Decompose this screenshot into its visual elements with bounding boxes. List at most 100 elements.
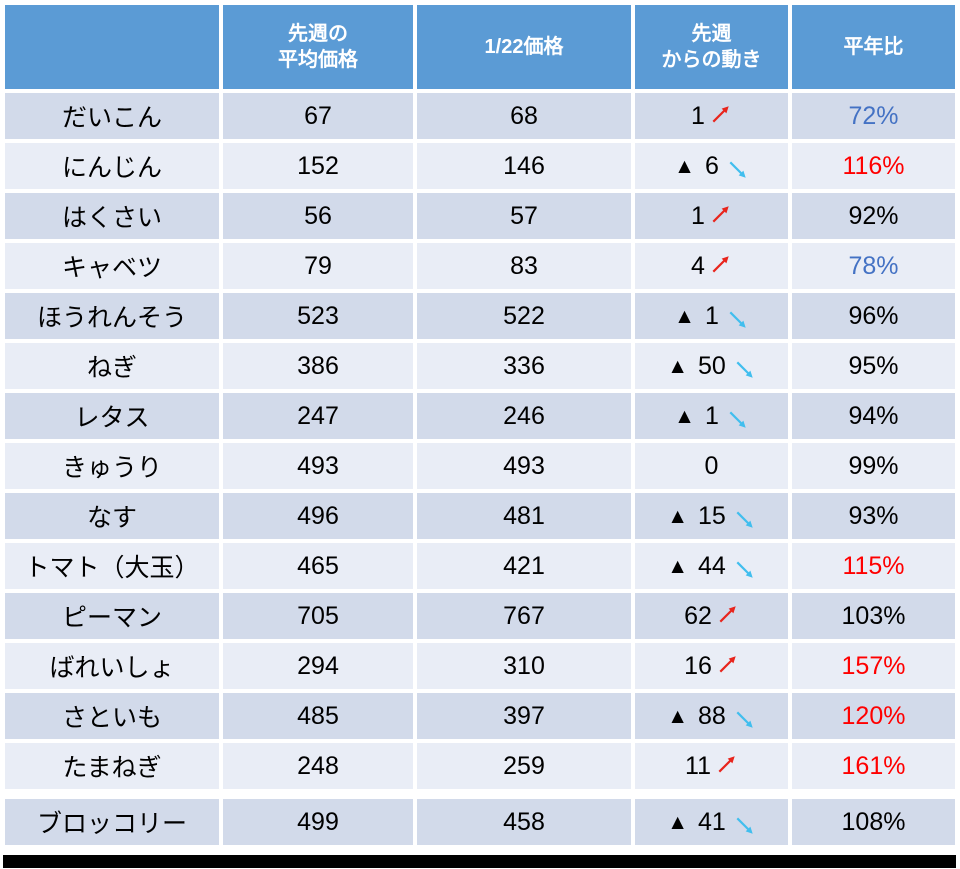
table-row: ブロッコリー 499 458 ▲ 41 108% (5, 799, 955, 845)
header-ratio-vs-normal-year: 平年比 (792, 5, 955, 89)
triangle-decrease-marker: ▲ (667, 555, 688, 578)
ratio-vs-normal-value: 103% (792, 593, 955, 639)
last-week-avg-price: 79 (223, 243, 413, 289)
table-body: だいこん 67 68 1 72% にんじん 152 146 ▲ (5, 93, 955, 845)
movement-inner: ▲ 1 (674, 302, 749, 331)
movement-cell: ▲ 41 (635, 799, 788, 845)
table-row: レタス 247 246 ▲ 1 94% (5, 393, 955, 439)
movement-value: 44 (697, 552, 726, 580)
header-vegetable-name (5, 5, 219, 89)
table-row: ねぎ 386 336 ▲ 50 95% (5, 343, 955, 389)
ratio-vs-normal-value: 161% (792, 743, 955, 789)
movement-value: 15 (697, 502, 726, 530)
last-week-avg-price: 465 (223, 543, 413, 589)
movement-cell: 16 (635, 643, 788, 689)
ratio-vs-normal-value: 99% (792, 443, 955, 489)
last-week-avg-price: 705 (223, 593, 413, 639)
triangle-decrease-marker: ▲ (674, 155, 695, 178)
movement-cell: ▲ 44 (635, 543, 788, 589)
vegetable-name: ブロッコリー (5, 799, 219, 845)
down-arrow-icon (736, 361, 753, 378)
movement-value: 1 (691, 201, 705, 230)
movement-value: 11 (685, 751, 711, 780)
ratio-vs-normal-value: 92% (792, 193, 955, 239)
movement-inner: ▲ 50 (667, 352, 756, 381)
movement-value: 50 (697, 352, 726, 380)
movement-cell: 62 (635, 593, 788, 639)
vegetable-name: ピーマン (5, 593, 219, 639)
movement-cell: 0 (635, 443, 788, 489)
movement-cell: ▲ 15 (635, 493, 788, 539)
price-0122: 493 (417, 443, 631, 489)
down-arrow-icon (736, 817, 753, 834)
movement-cell: ▲ 1 (635, 393, 788, 439)
ratio-vs-normal-value: 116% (792, 143, 955, 189)
movement-inner: ▲ 88 (667, 702, 756, 731)
movement-cell: 4 (635, 243, 788, 289)
ratio-vs-normal-value: 96% (792, 293, 955, 339)
vegetable-name: ばれいしょ (5, 643, 219, 689)
header-line: 1/22価格 (484, 36, 564, 58)
vegetable-name: だいこん (5, 93, 219, 139)
ratio-vs-normal-value: 78% (792, 243, 955, 289)
ratio-vs-normal-value: 115% (792, 543, 955, 589)
header-line: 平年比 (843, 36, 904, 58)
movement-inner: ▲ 15 (667, 502, 756, 531)
price-0122: 481 (417, 493, 631, 539)
triangle-decrease-marker: ▲ (674, 405, 695, 428)
table-row: きゅうり 493 493 0 99% (5, 443, 955, 489)
header-last-week-avg-price: 先週の 平均価格 (223, 5, 413, 89)
movement-cell: ▲ 88 (635, 693, 788, 739)
vegetable-name: ほうれんそう (5, 293, 219, 339)
header-line: からの動き (661, 49, 762, 71)
movement-value: 88 (697, 702, 726, 730)
table-row: はくさい 56 57 1 92% (5, 193, 955, 239)
price-0122: 458 (417, 799, 631, 845)
header-price-0122: 1/22価格 (417, 5, 631, 89)
movement-inner: 62 (684, 602, 739, 631)
triangle-decrease-marker: ▲ (667, 355, 688, 378)
price-0122: 522 (417, 293, 631, 339)
movement-inner: ▲ 1 (674, 402, 749, 431)
down-arrow-icon (736, 711, 753, 728)
price-0122: 68 (417, 93, 631, 139)
table-row: たまねぎ 248 259 11 161% (5, 743, 955, 789)
table-row: ピーマン 705 767 62 103% (5, 593, 955, 639)
movement-value: 6 (704, 152, 719, 180)
ratio-vs-normal-value: 157% (792, 643, 955, 689)
movement-inner: ▲ 41 (667, 808, 756, 837)
last-week-avg-price: 152 (223, 143, 413, 189)
movement-inner: 0 (705, 452, 719, 481)
movement-value: 1 (704, 302, 719, 330)
movement-inner: ▲ 44 (667, 552, 756, 581)
last-week-avg-price: 523 (223, 293, 413, 339)
down-arrow-icon (736, 511, 753, 528)
last-week-avg-price: 485 (223, 693, 413, 739)
price-0122: 336 (417, 343, 631, 389)
last-week-avg-price: 248 (223, 743, 413, 789)
table-row: トマト（大玉） 465 421 ▲ 44 115% (5, 543, 955, 589)
table-row: だいこん 67 68 1 72% (5, 93, 955, 139)
triangle-decrease-marker: ▲ (674, 305, 695, 328)
movement-value: 16 (684, 651, 712, 680)
price-0122: 259 (417, 743, 631, 789)
last-week-avg-price: 499 (223, 799, 413, 845)
ratio-vs-normal-value: 94% (792, 393, 955, 439)
last-week-avg-price: 496 (223, 493, 413, 539)
down-arrow-icon (729, 161, 746, 178)
up-arrow-icon (718, 756, 735, 773)
movement-value: 1 (691, 101, 705, 130)
ratio-vs-normal-value: 95% (792, 343, 955, 389)
table-row: さといも 485 397 ▲ 88 120% (5, 693, 955, 739)
ratio-vs-normal-value: 120% (792, 693, 955, 739)
movement-cell: ▲ 1 (635, 293, 788, 339)
vegetable-name: なす (5, 493, 219, 539)
last-week-avg-price: 67 (223, 93, 413, 139)
up-arrow-icon (719, 656, 736, 673)
movement-inner: 16 (684, 652, 739, 681)
up-arrow-icon (712, 256, 729, 273)
movement-value: 62 (684, 601, 712, 630)
price-0122: 421 (417, 543, 631, 589)
table-bottom-border (3, 855, 956, 868)
